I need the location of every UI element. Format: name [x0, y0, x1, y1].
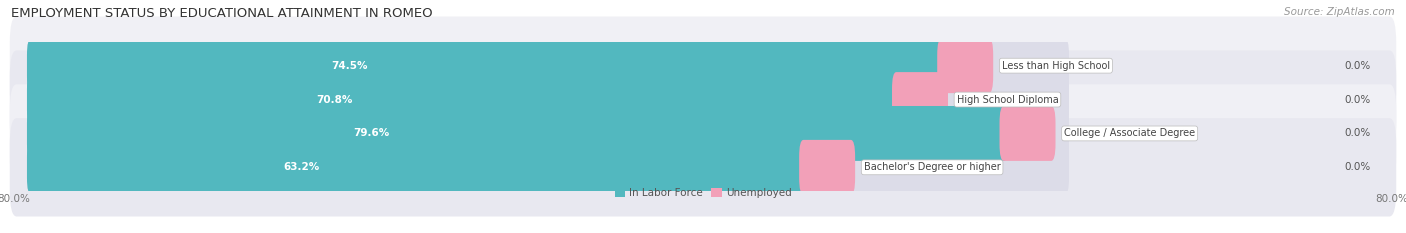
Text: 0.0%: 0.0% — [1344, 61, 1371, 71]
Text: Bachelor's Degree or higher: Bachelor's Degree or higher — [863, 162, 1001, 172]
FancyBboxPatch shape — [10, 118, 1396, 216]
FancyBboxPatch shape — [1000, 106, 1056, 161]
Text: 0.0%: 0.0% — [1344, 162, 1371, 172]
Text: EMPLOYMENT STATUS BY EDUCATIONAL ATTAINMENT IN ROMEO: EMPLOYMENT STATUS BY EDUCATIONAL ATTAINM… — [11, 7, 433, 20]
FancyBboxPatch shape — [27, 140, 808, 195]
FancyBboxPatch shape — [10, 50, 1396, 149]
Text: 0.0%: 0.0% — [1344, 95, 1371, 105]
FancyBboxPatch shape — [27, 72, 901, 127]
Text: Source: ZipAtlas.com: Source: ZipAtlas.com — [1284, 7, 1395, 17]
Text: 63.2%: 63.2% — [284, 162, 319, 172]
FancyBboxPatch shape — [10, 84, 1396, 183]
Text: 74.5%: 74.5% — [332, 61, 368, 71]
FancyBboxPatch shape — [27, 106, 1008, 161]
FancyBboxPatch shape — [27, 38, 1069, 93]
FancyBboxPatch shape — [27, 38, 946, 93]
FancyBboxPatch shape — [891, 72, 948, 127]
Text: 79.6%: 79.6% — [353, 128, 389, 138]
FancyBboxPatch shape — [27, 72, 1069, 127]
Text: Less than High School: Less than High School — [1002, 61, 1109, 71]
FancyBboxPatch shape — [27, 106, 1069, 161]
FancyBboxPatch shape — [27, 140, 1069, 195]
Text: High School Diploma: High School Diploma — [956, 95, 1059, 105]
Text: 70.8%: 70.8% — [316, 95, 353, 105]
Legend: In Labor Force, Unemployed: In Labor Force, Unemployed — [614, 188, 792, 198]
FancyBboxPatch shape — [799, 140, 855, 195]
Text: College / Associate Degree: College / Associate Degree — [1064, 128, 1195, 138]
FancyBboxPatch shape — [10, 17, 1396, 115]
Text: 0.0%: 0.0% — [1344, 128, 1371, 138]
FancyBboxPatch shape — [938, 38, 993, 93]
